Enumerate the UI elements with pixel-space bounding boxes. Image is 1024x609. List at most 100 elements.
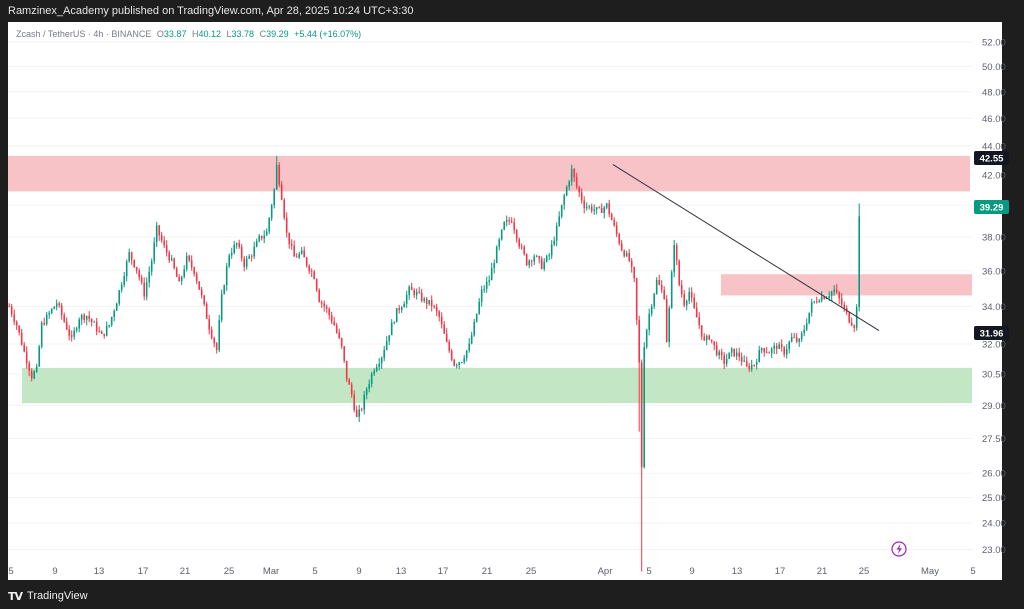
candle: [788, 340, 790, 354]
x-tick-label: May: [921, 566, 939, 577]
candle: [193, 266, 195, 277]
replay-lightning-icon[interactable]: [891, 541, 907, 557]
candle: [688, 287, 690, 305]
candle-body: [60, 305, 63, 315]
candle: [35, 363, 38, 373]
candle-body: [693, 297, 695, 308]
candle-body: [133, 259, 135, 268]
candle-body: [670, 272, 673, 309]
candle-body: [773, 345, 775, 349]
candle: [830, 290, 833, 302]
candle: [73, 327, 75, 340]
candle-body: [763, 348, 765, 353]
candle: [105, 321, 108, 337]
candle-body: [13, 314, 15, 322]
candle-body: [10, 306, 13, 315]
tradingview-brand[interactable]: TV TradingView: [8, 589, 88, 603]
candle: [530, 259, 533, 267]
candle: [173, 257, 175, 270]
candle-body: [698, 317, 700, 326]
candle-body: [55, 303, 58, 307]
candle-body: [403, 303, 405, 308]
candle-body: [65, 321, 68, 330]
candle: [313, 269, 315, 280]
candle-body: [538, 256, 540, 259]
candle: [808, 312, 810, 325]
candle-body: [463, 358, 465, 363]
candle: [75, 326, 78, 333]
candle-body: [645, 329, 648, 348]
candle: [155, 221, 158, 248]
candle: [488, 275, 490, 286]
trendline[interactable]: [612, 164, 880, 332]
candle-body: [500, 229, 503, 240]
candle-body: [328, 308, 330, 316]
candle-body: [253, 246, 255, 257]
candle-body: [653, 293, 655, 307]
candle-body: [615, 225, 618, 235]
candle-body: [263, 235, 265, 239]
candle: [663, 286, 665, 300]
candle: [343, 345, 345, 364]
candle-body: [418, 291, 420, 293]
candle-body: [673, 245, 675, 273]
candle: [280, 181, 283, 201]
candle: [600, 203, 603, 214]
candle: [730, 347, 733, 357]
candle: [695, 302, 698, 318]
mini-resistance-zone[interactable]: [721, 274, 972, 296]
candle-body: [123, 276, 125, 285]
candle: [310, 268, 313, 277]
candle-body: [25, 351, 28, 364]
candle-body: [188, 255, 190, 261]
candle: [80, 313, 83, 325]
candle-body: [800, 333, 803, 340]
x-tick-label: 13: [94, 566, 105, 577]
candle-body: [15, 321, 18, 326]
candle: [528, 259, 530, 269]
candle-body: [853, 325, 855, 328]
candle: [583, 196, 585, 214]
support-zone[interactable]: [22, 367, 972, 404]
candle-body: [528, 260, 530, 266]
x-tick-label: 5: [646, 566, 651, 577]
high-label: H: [191, 29, 199, 39]
candle: [185, 252, 188, 272]
candle: [385, 336, 388, 351]
candle: [203, 294, 205, 307]
candle-body: [705, 335, 708, 341]
candle: [50, 308, 53, 315]
candle-body: [303, 250, 305, 258]
candle-body: [823, 296, 825, 299]
candle: [15, 320, 18, 330]
candle: [705, 334, 708, 346]
candle-body: [568, 181, 570, 187]
y-tick-label: 36.00: [982, 266, 1006, 277]
candle-body: [423, 298, 425, 301]
candle-body: [425, 298, 428, 304]
candle: [618, 232, 620, 246]
x-tick-label: 5: [970, 566, 975, 577]
candle-body: [140, 277, 143, 283]
resistance-zone[interactable]: [8, 155, 970, 192]
candle: [693, 293, 695, 310]
candle-body: [40, 322, 43, 347]
candle-body: [665, 298, 668, 342]
candle: [665, 295, 668, 343]
candle: [623, 249, 625, 258]
candle: [373, 368, 375, 377]
candle: [678, 259, 680, 287]
candle-body: [850, 322, 853, 326]
candle-body: [273, 189, 275, 206]
x-tick-label: 5: [8, 566, 13, 577]
candle-body: [783, 347, 785, 355]
candle-body: [378, 363, 380, 367]
candle: [175, 266, 178, 278]
candle-body: [30, 370, 33, 379]
candle-body: [415, 291, 418, 296]
candle: [525, 253, 528, 267]
candle-body: [613, 220, 615, 226]
candle-body: [608, 203, 610, 215]
candle-body: [643, 347, 645, 468]
